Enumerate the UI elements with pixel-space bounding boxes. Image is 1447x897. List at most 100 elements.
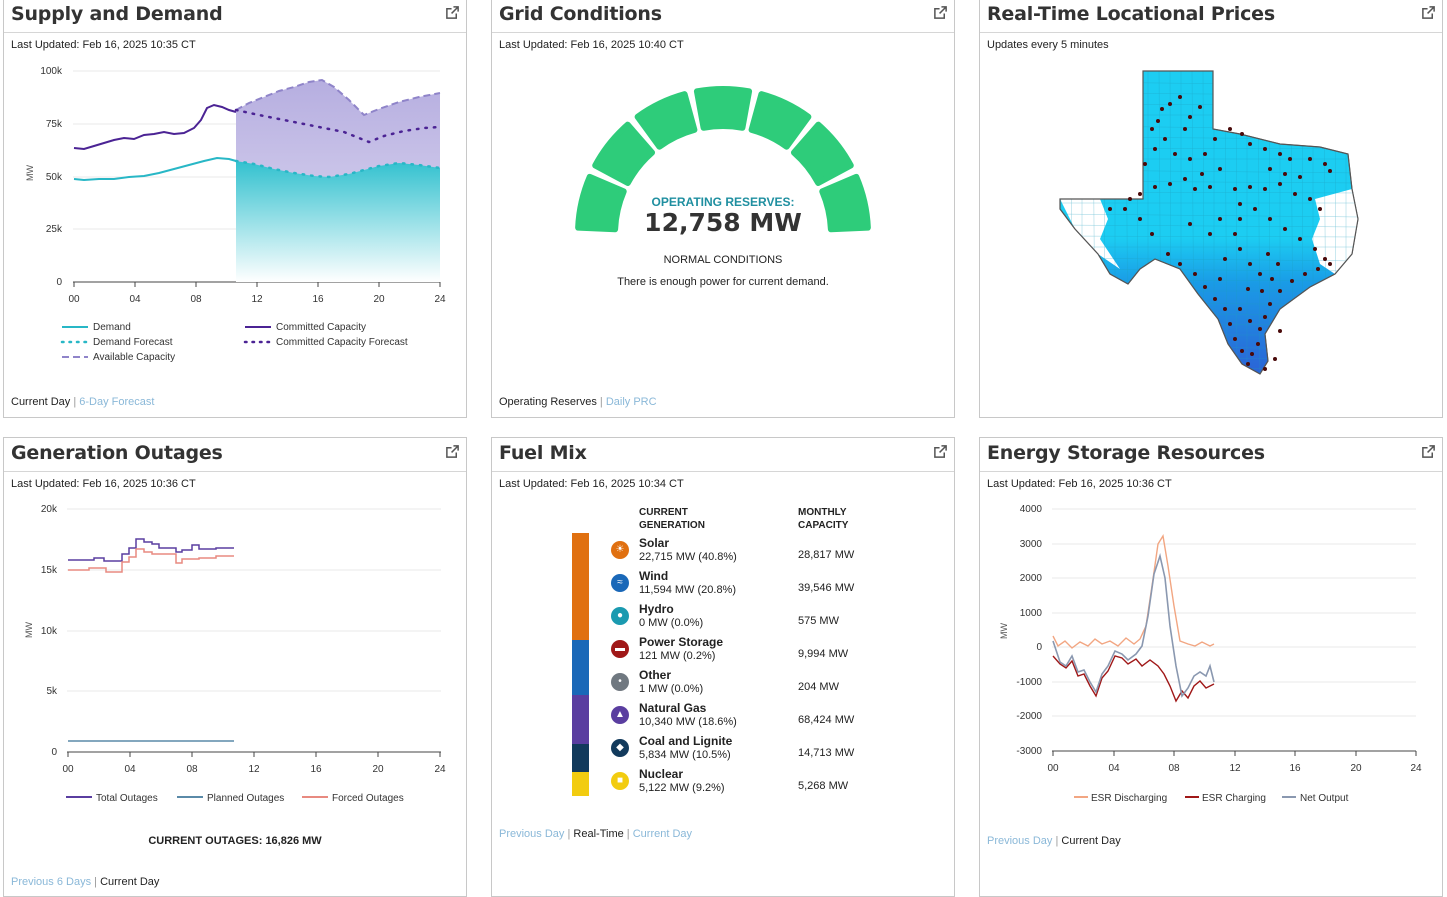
price-node[interactable] xyxy=(1166,252,1170,256)
external-link-icon[interactable] xyxy=(1421,5,1436,20)
price-node[interactable] xyxy=(1178,262,1182,266)
price-node[interactable] xyxy=(1168,182,1172,186)
price-node[interactable] xyxy=(1268,217,1272,221)
external-link-icon[interactable] xyxy=(445,444,460,459)
price-node[interactable] xyxy=(1208,185,1212,189)
price-node[interactable] xyxy=(1248,319,1252,323)
price-node[interactable] xyxy=(1188,115,1192,119)
price-node[interactable] xyxy=(1238,307,1242,311)
price-node[interactable] xyxy=(1228,322,1232,326)
price-node[interactable] xyxy=(1288,157,1292,161)
price-node[interactable] xyxy=(1213,137,1217,141)
external-link-icon[interactable] xyxy=(933,5,948,20)
operating-reserves-tab[interactable]: Operating Reserves xyxy=(499,396,597,408)
price-node[interactable] xyxy=(1273,357,1277,361)
price-node[interactable] xyxy=(1238,247,1242,251)
price-node[interactable] xyxy=(1183,177,1187,181)
price-node[interactable] xyxy=(1150,232,1154,236)
price-node[interactable] xyxy=(1213,297,1217,301)
external-link-icon[interactable] xyxy=(933,444,948,459)
price-node[interactable] xyxy=(1233,187,1237,191)
price-node[interactable] xyxy=(1178,95,1182,99)
price-node[interactable] xyxy=(1203,152,1207,156)
price-node[interactable] xyxy=(1323,257,1327,261)
six-day-forecast-link[interactable]: 6-Day Forecast xyxy=(79,396,155,408)
price-node[interactable] xyxy=(1240,132,1244,136)
price-node[interactable] xyxy=(1283,227,1287,231)
price-node[interactable] xyxy=(1153,147,1157,151)
price-node[interactable] xyxy=(1246,362,1250,366)
price-node[interactable] xyxy=(1303,272,1307,276)
price-node[interactable] xyxy=(1153,185,1157,189)
current-day-tab[interactable]: Current Day xyxy=(1061,835,1121,847)
price-node[interactable] xyxy=(1278,152,1282,156)
price-node[interactable] xyxy=(1183,127,1187,131)
price-node[interactable] xyxy=(1263,187,1267,191)
price-node[interactable] xyxy=(1278,329,1282,333)
price-node[interactable] xyxy=(1293,192,1297,196)
price-node[interactable] xyxy=(1233,232,1237,236)
price-node[interactable] xyxy=(1263,147,1267,151)
price-node[interactable] xyxy=(1218,277,1222,281)
price-node[interactable] xyxy=(1258,272,1262,276)
price-node[interactable] xyxy=(1193,272,1197,276)
price-node[interactable] xyxy=(1138,192,1142,196)
price-node[interactable] xyxy=(1278,289,1282,293)
price-node[interactable] xyxy=(1328,262,1332,266)
price-node[interactable] xyxy=(1298,237,1302,241)
price-node[interactable] xyxy=(1260,289,1264,293)
price-node[interactable] xyxy=(1263,367,1267,371)
external-link-icon[interactable] xyxy=(1421,444,1436,459)
price-node[interactable] xyxy=(1276,262,1280,266)
price-node[interactable] xyxy=(1298,175,1302,179)
daily-prc-link[interactable]: Daily PRC xyxy=(605,396,657,408)
price-node[interactable] xyxy=(1278,182,1282,186)
price-node[interactable] xyxy=(1108,207,1112,211)
current-day-link[interactable]: Current Day xyxy=(632,828,693,840)
price-node[interactable] xyxy=(1218,217,1222,221)
price-node[interactable] xyxy=(1223,257,1227,261)
price-node[interactable] xyxy=(1328,169,1332,173)
previous-day-link[interactable]: Previous Day xyxy=(987,835,1053,847)
price-node[interactable] xyxy=(1258,327,1262,331)
price-node[interactable] xyxy=(1218,167,1222,171)
price-node[interactable] xyxy=(1248,185,1252,189)
price-node[interactable] xyxy=(1188,157,1192,161)
price-node[interactable] xyxy=(1240,349,1244,353)
price-node[interactable] xyxy=(1318,207,1322,211)
price-node[interactable] xyxy=(1283,172,1287,176)
price-node[interactable] xyxy=(1266,252,1270,256)
price-node[interactable] xyxy=(1223,307,1227,311)
price-node[interactable] xyxy=(1268,302,1272,306)
price-node[interactable] xyxy=(1203,285,1207,289)
price-node[interactable] xyxy=(1270,277,1274,281)
price-node[interactable] xyxy=(1200,172,1204,176)
current-day-tab[interactable]: Current Day xyxy=(11,396,71,408)
price-node[interactable] xyxy=(1168,102,1172,106)
price-node[interactable] xyxy=(1208,232,1212,236)
price-node[interactable] xyxy=(1246,287,1250,291)
real-time-tab[interactable]: Real-Time xyxy=(573,828,624,840)
price-node[interactable] xyxy=(1163,137,1167,141)
price-node[interactable] xyxy=(1308,157,1312,161)
price-node[interactable] xyxy=(1128,197,1132,201)
previous-6-days-link[interactable]: Previous 6 Days xyxy=(11,876,92,888)
current-day-tab[interactable]: Current Day xyxy=(100,876,160,888)
previous-day-link[interactable]: Previous Day xyxy=(499,828,565,840)
price-node[interactable] xyxy=(1313,247,1317,251)
price-node[interactable] xyxy=(1248,262,1252,266)
price-node[interactable] xyxy=(1188,222,1192,226)
price-node[interactable] xyxy=(1263,315,1267,319)
price-node[interactable] xyxy=(1233,337,1237,341)
price-node[interactable] xyxy=(1143,162,1147,166)
price-node[interactable] xyxy=(1248,142,1252,146)
price-node[interactable] xyxy=(1156,119,1160,123)
price-node[interactable] xyxy=(1123,207,1127,211)
price-node[interactable] xyxy=(1308,197,1312,201)
price-node[interactable] xyxy=(1268,167,1272,171)
price-node[interactable] xyxy=(1323,162,1327,166)
external-link-icon[interactable] xyxy=(445,5,460,20)
price-node[interactable] xyxy=(1150,127,1154,131)
price-node[interactable] xyxy=(1193,187,1197,191)
price-node[interactable] xyxy=(1238,217,1242,221)
